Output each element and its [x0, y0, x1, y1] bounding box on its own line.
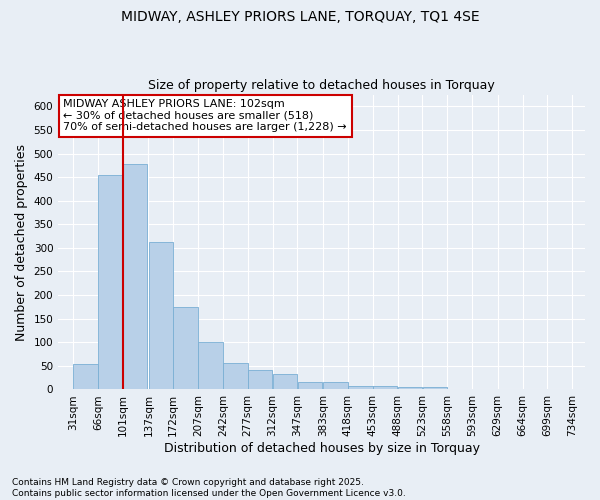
Bar — [348, 386, 373, 390]
Text: Contains HM Land Registry data © Crown copyright and database right 2025.
Contai: Contains HM Land Registry data © Crown c… — [12, 478, 406, 498]
Bar — [323, 382, 347, 390]
Bar — [248, 370, 272, 390]
Bar — [123, 164, 148, 390]
Bar — [223, 362, 248, 390]
Text: MIDWAY, ASHLEY PRIORS LANE, TORQUAY, TQ1 4SE: MIDWAY, ASHLEY PRIORS LANE, TORQUAY, TQ1… — [121, 10, 479, 24]
Bar — [198, 342, 223, 390]
Y-axis label: Number of detached properties: Number of detached properties — [15, 144, 28, 340]
X-axis label: Distribution of detached houses by size in Torquay: Distribution of detached houses by size … — [164, 442, 479, 455]
Bar — [373, 386, 397, 390]
Bar — [398, 386, 422, 390]
Bar — [422, 386, 447, 390]
Bar — [273, 374, 297, 390]
Bar — [149, 242, 173, 390]
Text: MIDWAY ASHLEY PRIORS LANE: 102sqm
← 30% of detached houses are smaller (518)
70%: MIDWAY ASHLEY PRIORS LANE: 102sqm ← 30% … — [64, 99, 347, 132]
Bar — [298, 382, 322, 390]
Bar — [173, 307, 198, 390]
Bar — [73, 364, 98, 390]
Title: Size of property relative to detached houses in Torquay: Size of property relative to detached ho… — [148, 79, 495, 92]
Bar — [98, 175, 122, 390]
